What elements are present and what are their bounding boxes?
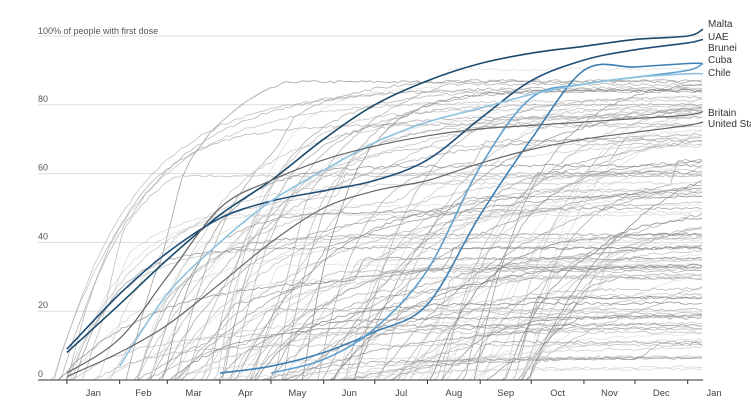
background-country-line xyxy=(38,201,703,381)
y-tick-label: 80 xyxy=(38,94,48,104)
label-malta: Malta xyxy=(708,19,733,30)
background-country-line xyxy=(38,122,703,381)
x-tick-label: Oct xyxy=(550,388,565,399)
series-line-britain xyxy=(66,111,704,374)
background-country-line xyxy=(38,85,703,381)
y-tick-label: 60 xyxy=(38,163,48,173)
background-country-line xyxy=(38,174,703,381)
background-country-line xyxy=(38,95,703,381)
series-line-brunei xyxy=(219,62,704,374)
label-uae: UAE xyxy=(708,32,729,43)
y-tick-label: 40 xyxy=(38,231,48,241)
series-line-cuba xyxy=(270,62,704,374)
label-united-states: United States xyxy=(708,119,751,130)
background-country-line xyxy=(38,307,703,381)
x-tick-label: May xyxy=(288,388,306,399)
x-axis-ticks: Jan Feb Mar Apr May Jun Jul Aug Sep Oct Nov Dec Jan xyxy=(86,388,722,399)
x-tick-label: Apr xyxy=(238,388,253,399)
background-country-line xyxy=(38,115,703,381)
background-country-line xyxy=(38,276,703,381)
background-country-line xyxy=(38,266,703,381)
series-line-chile xyxy=(118,72,704,367)
x-tick-label: Sep xyxy=(497,388,514,399)
label-chile: Chile xyxy=(708,68,731,79)
background-country-line xyxy=(38,238,703,381)
x-tick-label: Feb xyxy=(135,388,151,399)
background-country-line xyxy=(38,203,703,381)
x-tick-label: Jan xyxy=(86,388,101,399)
background-country-line xyxy=(38,181,703,381)
background-country-line xyxy=(38,87,703,381)
x-tick-label: Mar xyxy=(185,388,201,399)
background-country-line xyxy=(38,236,703,381)
label-brunei: Brunei xyxy=(708,43,737,54)
x-tick-label: Aug xyxy=(445,388,462,399)
series-line-uae xyxy=(66,38,704,350)
x-tick-label: Dec xyxy=(653,388,670,399)
background-country-line xyxy=(38,213,703,381)
label-britain: Britain xyxy=(708,108,736,119)
y-axis-ticks: 20 40 60 80 0 xyxy=(38,94,48,379)
x-tick-label: Nov xyxy=(601,388,618,399)
background-country-line xyxy=(38,206,703,381)
series-line-malta xyxy=(66,28,704,354)
y-tick-label: 0 xyxy=(38,369,43,379)
background-country-line xyxy=(38,256,703,381)
x-tick-label: Jul xyxy=(395,388,407,399)
x-axis xyxy=(38,379,703,384)
label-cuba: Cuba xyxy=(708,55,732,66)
x-tick-label: Jun xyxy=(342,388,357,399)
x-tick-label: Jan xyxy=(706,388,721,399)
series-line-united-states xyxy=(66,121,704,378)
background-country-line xyxy=(38,311,703,381)
y-tick-label: 20 xyxy=(38,300,48,310)
y-axis-title: 100% of people with first dose xyxy=(38,26,158,36)
highlighted-country-lines xyxy=(66,28,704,378)
background-country-line xyxy=(38,191,703,381)
background-country-line xyxy=(38,109,703,381)
